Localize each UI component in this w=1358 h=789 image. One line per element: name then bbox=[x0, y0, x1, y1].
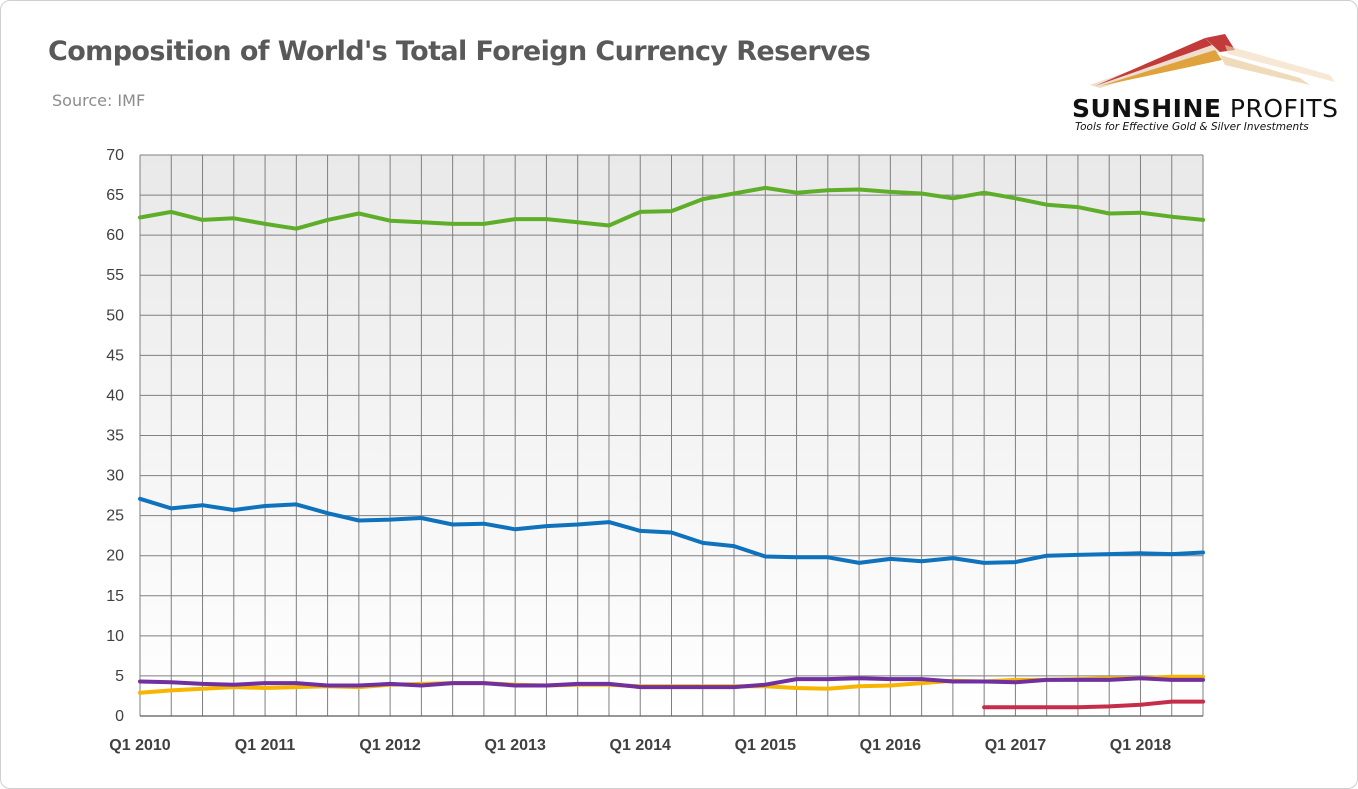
x-tick-label: Q1 2011 bbox=[235, 737, 296, 754]
series-lines bbox=[138, 185, 1205, 710]
y-tick-label: 20 bbox=[106, 548, 124, 565]
chart-title: Composition of World's Total Foreign Cur… bbox=[48, 36, 871, 67]
x-tick-label: Q1 2012 bbox=[359, 737, 420, 754]
source-note: Source: IMF bbox=[52, 91, 146, 110]
y-axis: 0 5 10 15 20 25 30 35 40 45 50 55 60 65 70 bbox=[106, 147, 124, 725]
x-tick-label: Q1 2018 bbox=[1110, 737, 1171, 754]
series-line bbox=[138, 496, 1205, 565]
y-tick-label: 5 bbox=[115, 668, 124, 685]
series-line bbox=[138, 676, 1205, 690]
y-tick-label: 70 bbox=[106, 147, 124, 164]
y-tick-label: 55 bbox=[106, 267, 124, 284]
logo-name-rest: PROFITS bbox=[1221, 94, 1339, 123]
x-tick-label: Q1 2017 bbox=[985, 737, 1046, 754]
y-tick-label: 60 bbox=[106, 227, 124, 244]
x-tick-label: Q1 2014 bbox=[610, 737, 671, 754]
sunshine-profits-logo-swoosh bbox=[1090, 34, 1335, 88]
x-tick-label: Q1 2010 bbox=[109, 737, 170, 754]
series-line bbox=[138, 185, 1205, 231]
gridlines bbox=[139, 154, 1204, 717]
logo-tagline: Tools for Effective Gold & Silver Invest… bbox=[1075, 121, 1309, 133]
x-tick-label: Q1 2016 bbox=[860, 737, 921, 754]
y-tick-label: 35 bbox=[106, 428, 124, 445]
y-tick-label: 45 bbox=[106, 347, 124, 364]
y-tick-label: 30 bbox=[106, 468, 124, 485]
y-tick-label: 50 bbox=[106, 307, 124, 324]
y-tick-label: 10 bbox=[106, 628, 124, 645]
y-tick-label: 40 bbox=[106, 387, 124, 404]
logo-wordmark: SUNSHINE PROFITS bbox=[1072, 94, 1338, 123]
x-tick-label: Q1 2015 bbox=[735, 737, 796, 754]
series-line bbox=[982, 699, 1205, 710]
y-tick-label: 15 bbox=[106, 588, 124, 605]
y-tick-label: 0 bbox=[115, 708, 124, 725]
x-tick-label: Q1 2013 bbox=[484, 737, 545, 754]
y-tick-label: 25 bbox=[106, 508, 124, 525]
logo-name-bold: SUNSHINE bbox=[1072, 94, 1222, 123]
x-axis: Q1 2010 Q1 2011 Q1 2012 Q1 2013 Q1 2014 Q1 20… bbox=[109, 737, 1171, 754]
y-tick-label: 65 bbox=[106, 187, 124, 204]
